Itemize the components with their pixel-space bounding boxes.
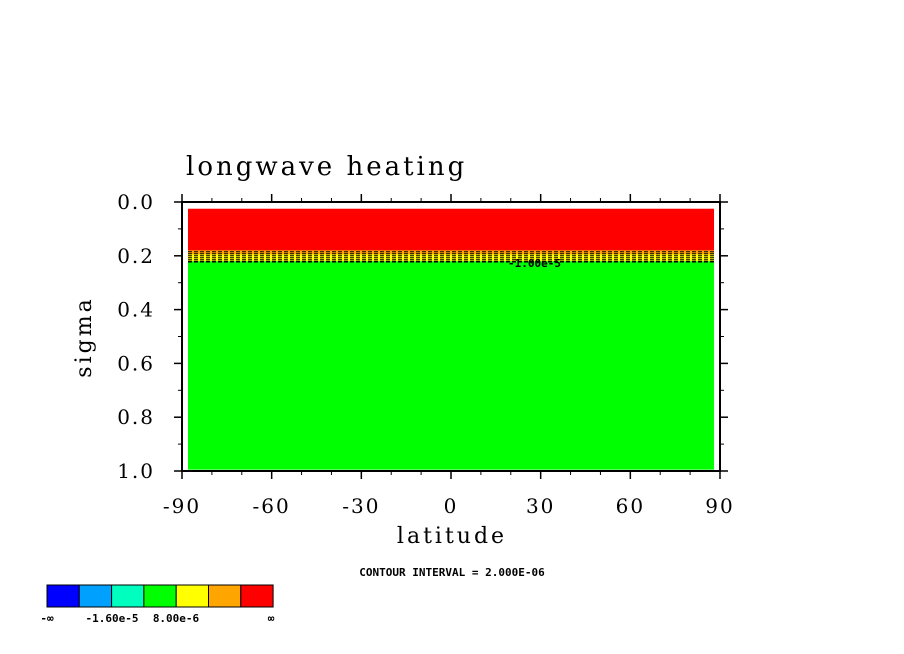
band-1 <box>187 250 715 255</box>
y-tick-label: 0.0 <box>117 190 155 214</box>
x-tick-label: -90 <box>163 494 201 518</box>
colorbar-swatch <box>143 584 177 608</box>
band-0 <box>187 208 715 251</box>
colorbar-labels: -∞ -1.60e-5 8.00e-6 ∞ <box>40 612 274 625</box>
y-tick-label: 0.8 <box>117 405 155 429</box>
y-tick-label: 0.6 <box>117 351 155 375</box>
colorbar-swatch <box>111 584 145 608</box>
x-tick-label: -30 <box>342 494 380 518</box>
axis-ticks <box>174 194 728 479</box>
x-tick-label: 0 <box>444 494 459 518</box>
y-tick-label: 0.2 <box>117 244 155 268</box>
y-tick-label: 1.0 <box>117 459 155 483</box>
colorbar-swatch <box>46 584 80 608</box>
colorbar-label: -∞ <box>40 612 54 625</box>
colorbar-swatch <box>78 584 113 608</box>
x-tick-label: 60 <box>616 494 645 518</box>
colorbar-swatch <box>175 584 209 608</box>
colorbar-swatch <box>240 584 274 608</box>
colorbar-swatch <box>208 584 242 608</box>
band-2 <box>187 254 715 262</box>
colorbar-label: ∞ <box>268 612 275 625</box>
contour-label: -1.00e-5 <box>508 257 561 270</box>
contour-lines <box>187 251 715 263</box>
colorbar-label: 8.00e-6 <box>153 612 200 625</box>
chart-title: longwave heating <box>186 152 467 182</box>
x-tick-label: -60 <box>253 494 291 518</box>
colorbar <box>46 584 274 608</box>
x-tick-labels: -90 -60 -30 0 30 60 90 <box>163 494 734 518</box>
x-tick-label: 90 <box>705 494 734 518</box>
x-axis-label: latitude <box>397 524 507 549</box>
contour-interval-text: CONTOUR INTERVAL = 2.000E-06 <box>359 566 545 579</box>
y-tick-label: 0.4 <box>117 298 155 322</box>
x-tick-label: 30 <box>526 494 555 518</box>
band-3 <box>187 261 715 470</box>
y-tick-labels: 0.0 0.2 0.4 0.6 0.8 1.0 <box>117 190 155 483</box>
colorbar-label: -1.60e-5 <box>86 612 139 625</box>
data-bands <box>187 208 715 470</box>
y-axis-label: sigma <box>72 296 97 377</box>
